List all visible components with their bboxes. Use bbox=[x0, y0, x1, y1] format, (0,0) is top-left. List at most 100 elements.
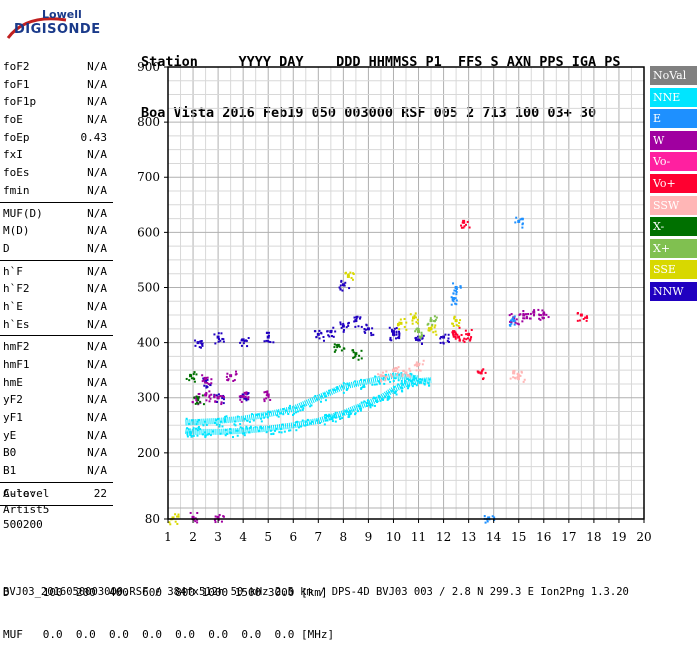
param-value: 22 bbox=[93, 486, 107, 500]
echo-point bbox=[222, 338, 225, 341]
echo-point bbox=[192, 427, 195, 430]
echo-point bbox=[174, 513, 177, 516]
echo-point bbox=[460, 226, 463, 229]
echo-point bbox=[418, 381, 421, 384]
echo-point bbox=[383, 382, 386, 385]
echo-point-x- bbox=[336, 343, 340, 347]
echo-point bbox=[586, 316, 589, 319]
param-row-yf2: yF2 N/A bbox=[0, 391, 113, 409]
echo-point bbox=[512, 370, 515, 373]
echo-point bbox=[267, 396, 270, 399]
echo-point bbox=[378, 382, 381, 385]
echo-point bbox=[389, 380, 392, 383]
echo-point bbox=[359, 405, 362, 408]
echo-point bbox=[185, 377, 188, 380]
echo-point bbox=[276, 410, 279, 413]
echo-point bbox=[510, 321, 513, 324]
echo-point bbox=[232, 379, 235, 382]
param-row-hes: h`Es N/A bbox=[0, 316, 113, 334]
echo-point-nnw bbox=[216, 335, 220, 339]
echo-point bbox=[414, 312, 417, 315]
echo-point bbox=[324, 395, 327, 398]
echo-point bbox=[519, 313, 522, 316]
echo-point bbox=[398, 321, 401, 324]
echo-point bbox=[195, 397, 198, 400]
echo-point bbox=[372, 333, 375, 336]
echo-point bbox=[350, 412, 353, 415]
echo-point bbox=[382, 374, 385, 377]
echo-point bbox=[338, 345, 341, 348]
echo-point bbox=[363, 400, 366, 403]
echo-point bbox=[342, 391, 345, 394]
echo-point bbox=[397, 383, 400, 386]
echo-point bbox=[357, 404, 360, 407]
echo-point-w bbox=[204, 376, 208, 380]
echo-point bbox=[202, 424, 205, 427]
echo-point bbox=[272, 341, 275, 344]
param-row-hf2: h`F2 N/A bbox=[0, 280, 113, 298]
echo-point bbox=[324, 399, 327, 402]
echo-point bbox=[538, 317, 541, 320]
echo-point bbox=[332, 388, 335, 391]
echo-point bbox=[347, 324, 350, 327]
echo-point bbox=[420, 331, 423, 334]
echo-point bbox=[386, 398, 389, 401]
echo-point bbox=[420, 333, 423, 336]
echo-point bbox=[279, 412, 282, 415]
param-row-fmin: fmin N/A bbox=[0, 182, 113, 200]
echo-point bbox=[342, 322, 345, 325]
echo-point bbox=[240, 339, 243, 342]
echo-point bbox=[460, 224, 463, 227]
echo-point-vo+ bbox=[479, 371, 483, 375]
echo-point bbox=[349, 410, 352, 413]
echo-point-vo+ bbox=[457, 335, 461, 339]
echo-point bbox=[367, 399, 370, 402]
echo-point bbox=[413, 382, 416, 385]
echo-point bbox=[318, 329, 321, 332]
echo-point bbox=[236, 434, 239, 437]
echo-point bbox=[403, 317, 406, 320]
param-value: N/A bbox=[87, 166, 107, 180]
echo-point bbox=[216, 517, 219, 520]
echo-point bbox=[419, 337, 422, 340]
echo-point bbox=[199, 400, 202, 403]
echo-point bbox=[392, 379, 395, 382]
echo-point bbox=[406, 374, 409, 377]
echo-point-w bbox=[532, 310, 536, 314]
echo-point bbox=[377, 380, 380, 383]
echo-point bbox=[533, 309, 536, 312]
x-tick-label: 14 bbox=[486, 530, 502, 544]
echo-point bbox=[427, 322, 430, 325]
echo-point bbox=[222, 515, 225, 518]
divider bbox=[0, 504, 113, 506]
echo-point bbox=[406, 377, 409, 380]
echo-point bbox=[210, 393, 213, 396]
param-name: MUF(D) bbox=[3, 206, 43, 220]
param-value: N/A bbox=[87, 60, 107, 73]
echo-point bbox=[292, 413, 295, 416]
echo-point bbox=[213, 333, 216, 336]
echo-point bbox=[418, 378, 421, 381]
echo-point bbox=[459, 286, 462, 289]
echo-point bbox=[521, 226, 524, 229]
echo-point bbox=[354, 354, 357, 357]
echo-point bbox=[413, 375, 416, 378]
echo-point bbox=[521, 320, 524, 323]
echo-point bbox=[336, 386, 339, 389]
echo-point bbox=[263, 398, 266, 401]
echo-point bbox=[385, 375, 388, 378]
echo-point bbox=[340, 279, 343, 282]
echo-point bbox=[442, 342, 445, 345]
echo-point bbox=[355, 383, 358, 386]
echo-point bbox=[331, 420, 334, 423]
param-row-foe: foE N/A bbox=[0, 111, 113, 129]
echo-point bbox=[532, 314, 535, 317]
echo-point bbox=[250, 413, 253, 416]
echo-point bbox=[511, 318, 514, 321]
echo-point bbox=[193, 396, 196, 399]
x-tick-label: 13 bbox=[461, 530, 476, 544]
echo-point bbox=[455, 299, 458, 302]
echo-point bbox=[323, 392, 326, 395]
echo-point bbox=[197, 393, 200, 396]
echo-point bbox=[402, 383, 405, 386]
